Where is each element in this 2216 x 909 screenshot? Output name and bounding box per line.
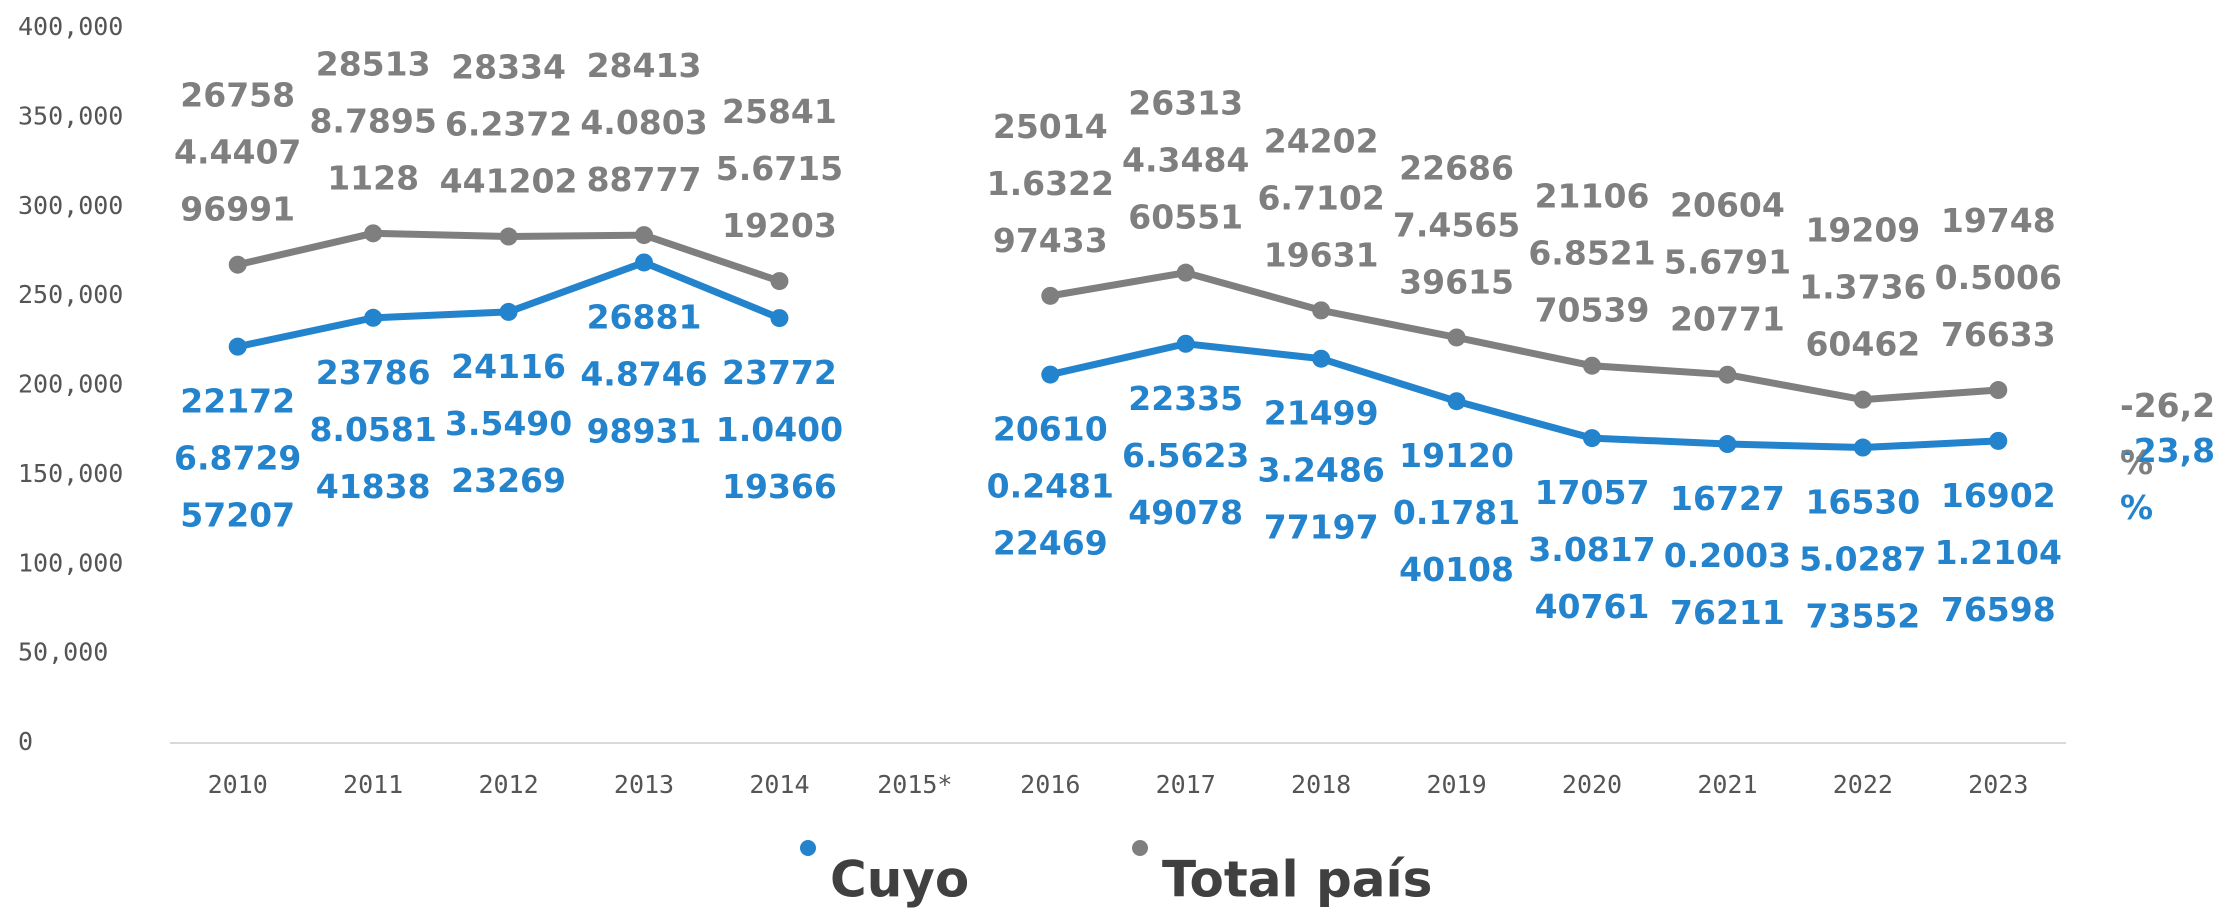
legend-marker <box>1132 840 1148 856</box>
x-tick-label: 2021 <box>1697 770 1757 799</box>
y-tick-label: 0 <box>18 727 33 756</box>
data-label: 21499 3.2486 77197 <box>1257 393 1384 546</box>
data-label: 19120 0.1781 40108 <box>1393 436 1520 589</box>
data-label: 25014 1.6322 97433 <box>987 106 1114 259</box>
x-tick-label: 2015* <box>877 770 952 799</box>
data-label: 28513 8.7895 1128 <box>309 44 436 197</box>
data-label: 25841 5.6715 19203 <box>716 92 843 245</box>
point <box>1989 381 2008 400</box>
data-label: 16530 5.0287 73552 <box>1799 482 1926 635</box>
y-tick-label: 50,000 <box>18 638 108 667</box>
x-tick-label: 2010 <box>208 770 268 799</box>
point <box>1176 263 1195 282</box>
x-tick-label: 2012 <box>478 770 538 799</box>
data-label: 26758 4.4407 96991 <box>174 75 301 228</box>
y-tick-label: 100,000 <box>18 548 123 577</box>
data-label: 23786 8.0581 41838 <box>309 352 436 505</box>
point <box>1989 431 2008 450</box>
point <box>1853 438 1872 457</box>
legend-label: Total país <box>1162 851 1432 909</box>
data-label: 19209 1.3736 60462 <box>1799 210 1926 363</box>
point <box>1312 349 1331 368</box>
y-tick-label: 250,000 <box>18 280 123 309</box>
point <box>499 227 518 246</box>
data-label: 16902 1.2104 76598 <box>1935 475 2062 628</box>
point <box>1176 334 1195 353</box>
data-label: 24116 3.5490 23269 <box>445 346 572 499</box>
annotation: -26,2% <box>2120 386 2215 482</box>
data-label: 24202 6.7102 19631 <box>1257 121 1384 274</box>
point <box>499 302 518 321</box>
y-tick-label: 400,000 <box>18 12 123 41</box>
data-label: 22172 6.8729 57207 <box>174 381 301 534</box>
x-tick-label: 2013 <box>614 770 674 799</box>
point <box>1447 392 1466 411</box>
point <box>1312 301 1331 320</box>
data-label: 21106 6.8521 70539 <box>1528 176 1655 329</box>
point <box>1853 390 1872 409</box>
point <box>1718 435 1737 454</box>
x-tick-label: 2023 <box>1968 770 2028 799</box>
point <box>1041 286 1060 305</box>
point <box>1718 365 1737 384</box>
data-label: 26313 4.3484 60551 <box>1122 83 1249 236</box>
point <box>1583 429 1601 448</box>
data-label: 20604 5.6791 20771 <box>1664 185 1791 338</box>
x-tick-label: 2022 <box>1833 770 1893 799</box>
point <box>770 309 789 328</box>
point <box>1041 365 1060 384</box>
legend-marker <box>800 840 816 856</box>
data-label: 16727 0.2003 76211 <box>1664 479 1791 632</box>
data-label: 20610 0.2481 22469 <box>987 409 1114 562</box>
annotation: -23,8% <box>2120 431 2215 527</box>
y-tick-label: 300,000 <box>18 191 123 220</box>
point <box>228 337 247 356</box>
data-label: 26881 4.8746 98931 <box>580 297 707 450</box>
data-label: 28413 4.0803 88777 <box>580 46 707 199</box>
data-label: 19748 0.5006 76633 <box>1935 201 2062 354</box>
y-tick-label: 200,000 <box>18 370 123 399</box>
point <box>228 255 247 274</box>
data-label: 22335 6.5623 49078 <box>1122 378 1249 531</box>
x-tick-label: 2020 <box>1562 770 1622 799</box>
data-label: 28334 6.2372 441202 <box>440 47 578 200</box>
point <box>364 224 383 243</box>
x-tick-label: 2019 <box>1426 770 1486 799</box>
x-tick-label: 2018 <box>1291 770 1351 799</box>
data-label: 17057 3.0817 40761 <box>1528 473 1655 626</box>
point <box>1583 356 1601 375</box>
legend-label: Cuyo <box>830 851 969 909</box>
x-tick-label: 2016 <box>1020 770 1080 799</box>
point <box>364 308 383 327</box>
data-label: 23772 1.0400 19366 <box>716 353 843 506</box>
x-tick-label: 2011 <box>343 770 403 799</box>
data-label: 22686 7.4565 39615 <box>1393 148 1520 301</box>
x-tick-label: 2014 <box>749 770 809 799</box>
point <box>635 253 653 272</box>
point <box>1447 328 1466 347</box>
y-tick-label: 350,000 <box>18 101 123 130</box>
x-tick-label: 2017 <box>1156 770 1216 799</box>
point <box>770 272 789 291</box>
y-tick-label: 150,000 <box>18 459 123 488</box>
point <box>635 226 653 245</box>
